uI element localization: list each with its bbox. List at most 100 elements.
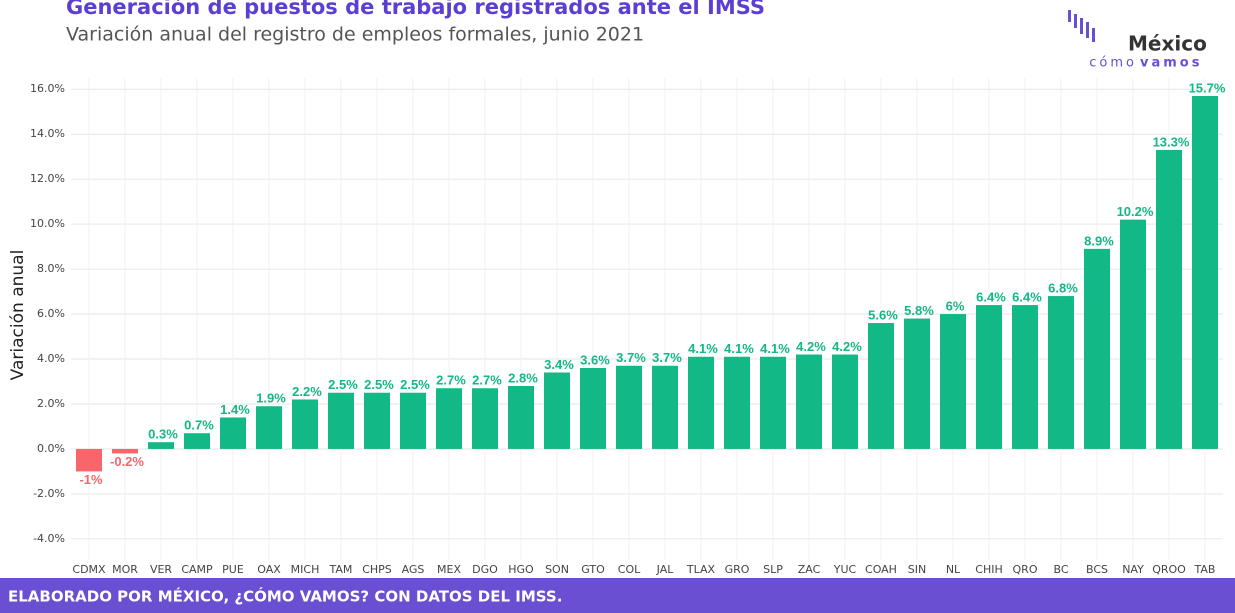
bar [688, 356, 714, 449]
logo-bar [1068, 10, 1071, 22]
value-label: 13.3% [1153, 134, 1190, 149]
value-label: 3.6% [580, 352, 610, 367]
value-label: 5.6% [868, 307, 898, 322]
bar [328, 392, 354, 449]
x-tick-label: BC [1053, 563, 1068, 576]
x-tick-label: CHPS [362, 563, 392, 576]
x-tick-label: MICH [291, 563, 320, 576]
x-tick-label: TAB [1194, 563, 1216, 576]
logo-tagline: cómo [1089, 56, 1137, 71]
bar [472, 388, 498, 449]
x-tick-label: HGO [508, 563, 534, 576]
bar [364, 392, 390, 449]
x-tick-label: SON [545, 563, 569, 576]
bar [292, 399, 318, 449]
x-tick-label: QRO [1013, 563, 1038, 576]
value-label: 2.7% [472, 373, 502, 388]
x-tick-label: TLAX [686, 563, 716, 576]
bar [1048, 296, 1074, 449]
bar [868, 323, 894, 449]
value-label: 8.9% [1084, 233, 1114, 248]
x-tick-label: QROO [1152, 563, 1186, 576]
bar [508, 385, 534, 449]
value-label: 6.4% [1012, 289, 1042, 304]
value-label: 0.3% [148, 427, 178, 442]
bar [400, 392, 426, 449]
bar [112, 448, 138, 454]
x-tick-label: GTO [581, 563, 605, 576]
x-tick-label: DGO [472, 563, 498, 576]
x-tick-label: JAL [656, 563, 675, 576]
x-tick-label: VER [150, 563, 172, 576]
bar [436, 388, 462, 449]
bar [616, 365, 642, 449]
x-tick-label: SIN [908, 563, 926, 576]
value-label: 4.1% [688, 341, 718, 356]
bar [184, 433, 210, 449]
bar [1012, 305, 1038, 449]
x-tick-label: SLP [763, 563, 783, 576]
x-tick-label: COL [618, 563, 641, 576]
x-tick-label: MOR [112, 563, 138, 576]
value-label: 4.1% [724, 341, 754, 356]
bar [724, 356, 750, 449]
bar [544, 372, 570, 449]
value-label: 6.8% [1048, 281, 1078, 296]
value-label: 15.7% [1189, 80, 1226, 95]
value-label: 0.7% [184, 418, 214, 433]
x-tick-label: BCS [1086, 563, 1108, 576]
x-tick-label: COAH [865, 563, 897, 576]
value-label: 2.7% [436, 373, 466, 388]
bar [148, 442, 174, 449]
value-label: 4.1% [760, 341, 790, 356]
y-tick-label: 6.0% [37, 307, 65, 320]
value-label: 2.5% [364, 377, 394, 392]
value-label: 2.8% [508, 370, 538, 385]
chart-title: Generación de puestos de trabajo registr… [66, 0, 765, 19]
x-tick-label: MEX [437, 563, 461, 576]
y-tick-label: -4.0% [33, 532, 65, 545]
logo-bar [1080, 18, 1083, 34]
x-tick-label: PUE [222, 563, 244, 576]
bar [1084, 248, 1110, 449]
y-tick-label: 8.0% [37, 262, 65, 275]
logo-bar [1092, 28, 1095, 42]
x-tick-label: NL [946, 563, 961, 576]
logo-bar [1074, 14, 1077, 28]
footer-text: ELABORADO POR MÉXICO, ¿CÓMO VAMOS? CON D… [8, 587, 562, 606]
x-tick-label: NAY [1122, 563, 1144, 576]
bar [220, 417, 246, 449]
y-tick-label: -2.0% [33, 487, 65, 500]
x-tick-label: ZAC [798, 563, 821, 576]
value-label: 3.7% [616, 350, 646, 365]
logo: México cómo vamos [1068, 10, 1207, 71]
value-label: 4.2% [832, 339, 862, 354]
bar [652, 365, 678, 449]
value-label: -1% [79, 472, 103, 487]
y-tick-label: 14.0% [30, 127, 65, 140]
y-tick-label: 2.0% [37, 397, 65, 410]
x-tick-label: YUC [833, 563, 857, 576]
bar [1156, 149, 1182, 449]
x-tick-label: AGS [402, 563, 425, 576]
value-label: -0.2% [110, 454, 144, 469]
value-label: 6.4% [976, 289, 1006, 304]
bar [904, 318, 930, 449]
bar [976, 305, 1002, 449]
value-label: 1.9% [256, 391, 286, 406]
logo-name: México [1128, 32, 1207, 56]
x-tick-label: CDMX [72, 563, 106, 576]
value-label: 2.2% [292, 384, 322, 399]
value-label: 2.5% [400, 377, 430, 392]
value-label: 5.8% [904, 303, 934, 318]
x-tick-label: CHIH [975, 563, 1002, 576]
value-label: 6% [946, 298, 965, 313]
logo-tagline: vamos [1140, 56, 1202, 71]
bar [760, 356, 786, 449]
value-label: 4.2% [796, 339, 826, 354]
y-tick-label: 4.0% [37, 352, 65, 365]
y-tick-label: 0.0% [37, 442, 65, 455]
footer-band [0, 578, 1235, 613]
y-axis-label: Variación anual [8, 250, 28, 381]
